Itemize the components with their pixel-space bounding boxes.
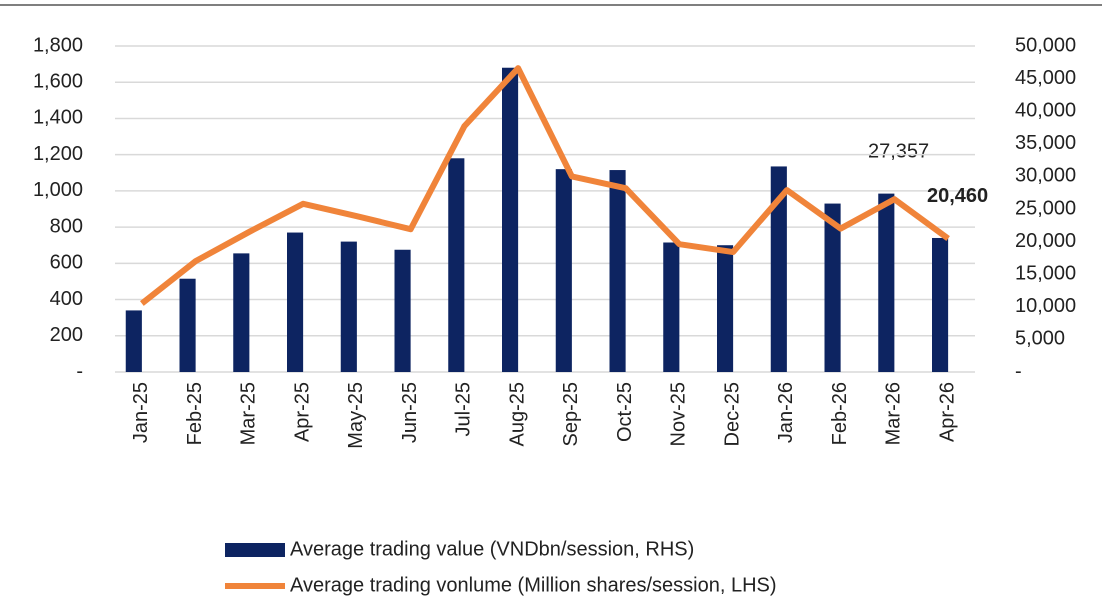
bar [717, 245, 734, 372]
x-tick-label: Jan-26 [775, 382, 797, 443]
x-tick-label: Jun-25 [399, 382, 421, 443]
x-tick-label: May-25 [345, 382, 367, 449]
x-tick-label: Mar-25 [238, 382, 260, 445]
bar [502, 67, 519, 372]
y-tick-label: 1,200 [33, 143, 83, 165]
y-tick-label: 1,600 [33, 71, 83, 93]
y2-tick-label: 40,000 [1015, 99, 1076, 121]
bar [663, 242, 680, 372]
x-tick-label: Apr-25 [291, 382, 313, 442]
y2-tick-label: 10,000 [1015, 295, 1076, 317]
bar [770, 166, 787, 372]
x-tick-label: Mar-26 [883, 382, 905, 445]
y-tick-label: 600 [50, 252, 83, 274]
bar [824, 203, 841, 372]
y2-tick-label: 35,000 [1015, 132, 1076, 154]
bar [609, 170, 626, 372]
x-tick-label: Jul-25 [453, 382, 475, 436]
x-tick-label: Aug-25 [506, 382, 528, 447]
bar [233, 253, 250, 372]
x-tick-label: Apr-26 [936, 382, 958, 442]
y-tick-label: 1,800 [33, 34, 83, 56]
y2-tick-label: 50,000 [1015, 34, 1076, 56]
y2-tick-label: 20,000 [1015, 230, 1076, 252]
bar [394, 249, 411, 372]
y-tick-label: 1,400 [33, 107, 83, 129]
y2-tick-label: 25,000 [1015, 197, 1076, 219]
y-tick-label: 800 [50, 215, 83, 237]
line [140, 65, 950, 306]
bar [340, 241, 357, 372]
annotation: 27,357 [868, 140, 929, 162]
x-tick-label: Jan-25 [130, 382, 152, 443]
bar [287, 232, 304, 372]
legend-label: Average trading value (VNDbn/session, RH… [290, 538, 694, 560]
y-tick-label: 1,000 [33, 179, 83, 201]
legend-swatch [225, 543, 285, 557]
x-tick-label: Feb-26 [829, 382, 851, 445]
x-tick-label: Nov-25 [668, 382, 690, 446]
bar [555, 169, 572, 372]
y-tick-label: 400 [50, 288, 83, 310]
bar [125, 310, 142, 372]
y2-tick-label: 5,000 [1015, 328, 1065, 350]
data-label: 20,460 [927, 185, 988, 207]
x-tick-label: Sep-25 [560, 382, 582, 447]
x-tick-label: Feb-25 [184, 382, 206, 445]
x-tick-label: Dec-25 [721, 382, 743, 446]
x-tick-label: Oct-25 [614, 382, 636, 442]
bar [932, 237, 949, 372]
y2-tick-label: - [1015, 360, 1022, 382]
y2-tick-label: 30,000 [1015, 165, 1076, 187]
bar [179, 278, 196, 372]
y2-tick-label: 45,000 [1015, 67, 1076, 89]
legend-label: Average trading vonlume (Million shares/… [290, 574, 777, 596]
y-tick-label: 200 [50, 324, 83, 346]
bar [878, 193, 895, 372]
y-tick-label: - [76, 360, 83, 382]
y2-tick-label: 15,000 [1015, 262, 1076, 284]
bar [448, 158, 465, 372]
